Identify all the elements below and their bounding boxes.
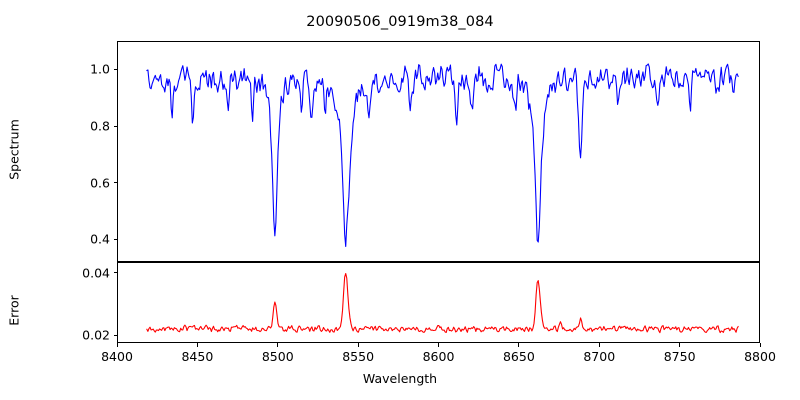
tick-mark [113, 272, 117, 274]
tick-mark [518, 343, 520, 347]
y-tick-label-spectrum: 0.8 [90, 118, 110, 134]
error-plot-panel [117, 262, 760, 343]
tick-mark [116, 343, 118, 347]
x-tick-label: 8700 [583, 349, 616, 364]
y-axis-label-error: Error [6, 295, 22, 326]
tick-mark [113, 68, 117, 70]
tick-mark [759, 343, 761, 347]
x-tick-label: 8550 [342, 349, 375, 364]
tick-mark [277, 343, 279, 347]
x-tick-label: 8650 [502, 349, 535, 364]
tick-mark [196, 343, 198, 347]
tick-mark [113, 238, 117, 240]
spectrum-data-line [146, 63, 739, 248]
y-tick-label-spectrum: 0.4 [90, 231, 110, 247]
tick-mark [598, 343, 600, 347]
y-tick-label-spectrum: 0.6 [90, 175, 110, 191]
tick-mark [357, 343, 359, 347]
error-data-line [146, 273, 739, 334]
tick-mark [113, 334, 117, 336]
x-tick-label: 8450 [181, 349, 214, 364]
error-plot-area [146, 273, 739, 334]
x-axis-label: Wavelength [362, 371, 438, 386]
tick-mark [113, 182, 117, 184]
chart-title: 20090506_0919m38_084 [306, 14, 494, 30]
tick-mark [679, 343, 681, 347]
y-tick-label-spectrum: 1.0 [90, 61, 110, 77]
y-axis-label-spectrum: Spectrum [6, 119, 22, 180]
y-tick-label-error: 0.02 [82, 327, 110, 343]
spectrum-plot-panel [117, 41, 760, 262]
x-tick-label: 8750 [663, 349, 696, 364]
x-tick-label: 8800 [744, 349, 776, 364]
x-tick-label: 8500 [261, 349, 294, 364]
x-tick-label: 8400 [101, 349, 133, 364]
x-tick-label: 8600 [422, 349, 455, 364]
tick-mark [438, 343, 440, 347]
y-tick-label-error: 0.04 [82, 265, 110, 281]
tick-mark [113, 125, 117, 127]
spectrum-plot-area [146, 63, 739, 248]
